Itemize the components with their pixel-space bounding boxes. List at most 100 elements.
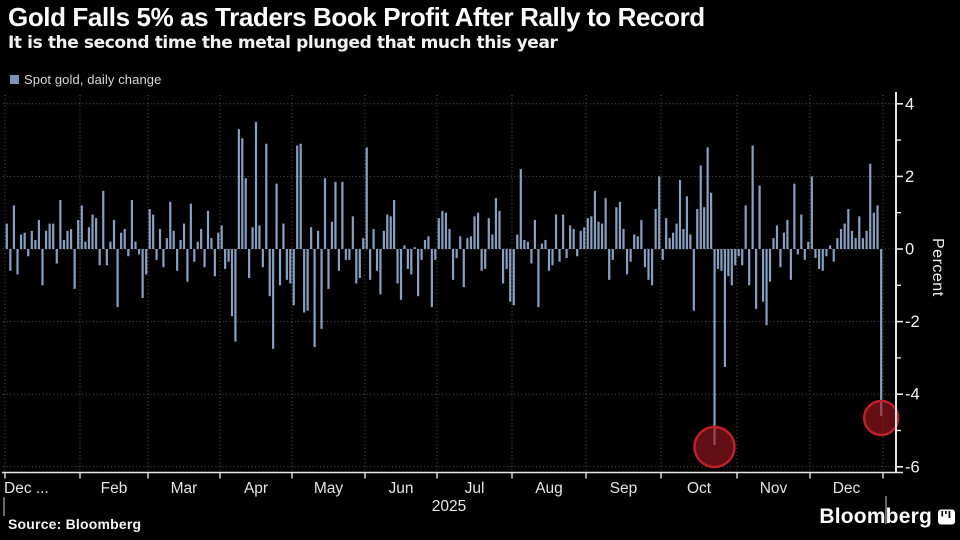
y-axis-label: -6 bbox=[905, 458, 920, 476]
bar bbox=[220, 225, 223, 249]
bar bbox=[533, 219, 536, 249]
bar bbox=[650, 249, 654, 286]
bar bbox=[12, 205, 16, 249]
bar bbox=[491, 234, 494, 249]
bar bbox=[158, 229, 162, 249]
bar bbox=[720, 249, 723, 271]
bar bbox=[16, 249, 19, 275]
x-axis-label: Apr bbox=[244, 480, 268, 497]
bar bbox=[608, 249, 611, 280]
bar bbox=[241, 138, 244, 249]
bar bbox=[821, 249, 824, 271]
bar bbox=[137, 249, 141, 255]
bar bbox=[633, 234, 636, 249]
y-axis-title: Percent bbox=[929, 238, 946, 297]
bar bbox=[179, 239, 182, 249]
bar bbox=[62, 239, 66, 249]
bar bbox=[671, 232, 675, 249]
bar bbox=[213, 249, 216, 277]
bar bbox=[800, 214, 803, 249]
bar bbox=[382, 230, 385, 249]
bar bbox=[41, 249, 44, 286]
x-axis-label: Nov bbox=[760, 480, 788, 497]
bar bbox=[134, 241, 137, 249]
bar bbox=[775, 225, 779, 249]
bar bbox=[289, 249, 292, 284]
bar bbox=[330, 221, 334, 249]
bar bbox=[615, 207, 618, 249]
bar bbox=[814, 249, 817, 259]
brand-lockup: Bloomberg bbox=[819, 505, 955, 529]
bar bbox=[52, 223, 55, 249]
bar bbox=[34, 239, 37, 249]
x-axis-label: Dec ... bbox=[4, 480, 49, 497]
bar bbox=[865, 230, 868, 249]
bar bbox=[696, 209, 699, 249]
bar bbox=[169, 201, 172, 249]
bar bbox=[296, 145, 299, 249]
bar bbox=[703, 207, 706, 249]
bar bbox=[399, 249, 403, 300]
bar bbox=[737, 249, 740, 257]
page-subtitle: It is the second time the metal plunged … bbox=[8, 33, 558, 53]
bar bbox=[254, 121, 258, 249]
bloomberg-logo-icon bbox=[938, 509, 955, 525]
bar bbox=[734, 249, 737, 266]
bar bbox=[73, 249, 76, 289]
bar bbox=[66, 230, 69, 249]
bar bbox=[182, 223, 186, 249]
bar bbox=[141, 249, 144, 299]
bar bbox=[640, 219, 643, 249]
bar bbox=[772, 238, 775, 249]
bar bbox=[84, 241, 87, 249]
bar bbox=[406, 249, 409, 269]
bar bbox=[148, 209, 151, 249]
x-axis-label: Aug bbox=[535, 480, 563, 497]
bar bbox=[91, 214, 94, 249]
bar bbox=[793, 183, 796, 249]
bar bbox=[372, 229, 375, 249]
bar bbox=[583, 227, 586, 249]
bar bbox=[87, 227, 91, 249]
bar bbox=[5, 223, 8, 249]
bar bbox=[299, 143, 302, 249]
bar bbox=[265, 143, 268, 249]
bar bbox=[761, 249, 765, 302]
legend-label: Spot gold, daily change bbox=[24, 72, 162, 87]
bar bbox=[547, 249, 551, 271]
bar bbox=[689, 234, 692, 249]
bar bbox=[165, 238, 168, 249]
bar bbox=[120, 232, 123, 249]
bar bbox=[847, 209, 850, 249]
bar bbox=[807, 241, 810, 249]
bar bbox=[358, 249, 361, 279]
bar bbox=[320, 249, 323, 329]
bar bbox=[876, 205, 879, 249]
bar bbox=[727, 249, 730, 277]
bar bbox=[558, 249, 561, 262]
bar bbox=[369, 249, 372, 280]
bar bbox=[526, 241, 529, 249]
legend: Spot gold, daily change bbox=[10, 72, 161, 87]
bar bbox=[579, 230, 582, 249]
bar bbox=[196, 241, 199, 249]
bar bbox=[828, 245, 832, 249]
bar bbox=[858, 216, 861, 249]
bar bbox=[576, 249, 579, 257]
bar bbox=[530, 249, 533, 264]
bar bbox=[586, 218, 589, 249]
bar bbox=[779, 249, 782, 268]
bar bbox=[123, 229, 126, 249]
bar bbox=[237, 129, 240, 249]
bar bbox=[323, 178, 327, 249]
bar bbox=[303, 249, 306, 313]
bar bbox=[861, 238, 865, 249]
bar bbox=[647, 249, 650, 280]
bar bbox=[306, 249, 309, 311]
bar bbox=[98, 249, 101, 266]
bar bbox=[313, 249, 316, 348]
bar bbox=[261, 249, 264, 268]
bar bbox=[251, 227, 254, 249]
bar bbox=[109, 241, 112, 249]
